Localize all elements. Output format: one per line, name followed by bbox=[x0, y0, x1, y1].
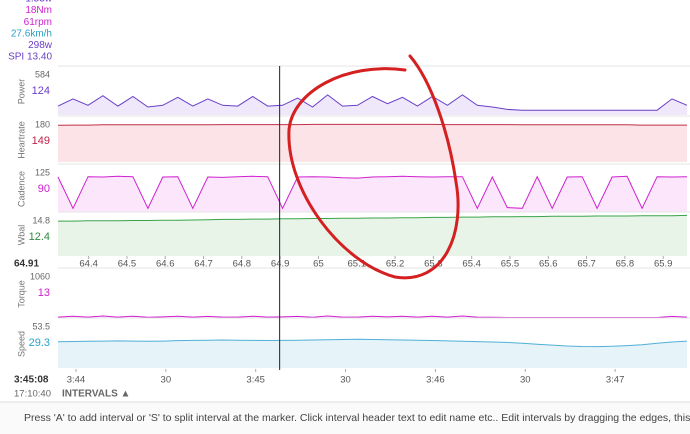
series-line bbox=[57, 175, 688, 210]
distance-tick-label: 65.9 bbox=[654, 259, 673, 270]
panel-current: 29.3 bbox=[29, 337, 50, 349]
series-area bbox=[58, 176, 687, 212]
readout-value: 61rpm bbox=[24, 17, 52, 28]
panel-max: 180 bbox=[35, 119, 50, 129]
distance-current: 64.91 bbox=[14, 259, 39, 270]
readout-value: 18Nm bbox=[25, 5, 52, 16]
series-line bbox=[58, 214, 688, 222]
distance-tick-label: 65 bbox=[313, 259, 324, 270]
time-current: 3:45:08 bbox=[14, 375, 49, 386]
series-line bbox=[57, 338, 688, 348]
panel-name: Cadence bbox=[16, 171, 26, 207]
panel-max: 14.8 bbox=[32, 215, 50, 225]
time-tick-label: 30 bbox=[520, 375, 531, 386]
distance-tick-label: 65.7 bbox=[577, 259, 596, 270]
series-area bbox=[58, 339, 687, 368]
readout-value: 27.6km/h bbox=[11, 28, 52, 39]
time-tick-label: 3:46 bbox=[426, 375, 445, 386]
time-tick-label: 3:44 bbox=[67, 375, 86, 386]
distance-tick-label: 64.7 bbox=[194, 259, 213, 270]
series-area bbox=[58, 94, 687, 115]
time-tick-label: 30 bbox=[161, 375, 172, 386]
distance-tick-label: 65.6 bbox=[539, 259, 558, 270]
time-tick-label: 30 bbox=[340, 375, 351, 386]
panel-max: 53.5 bbox=[32, 321, 50, 331]
distance-tick-label: 65.8 bbox=[616, 259, 635, 270]
distance-tick-label: 64.9 bbox=[271, 259, 290, 270]
time-tick-label: 3:47 bbox=[606, 375, 625, 386]
distance-tick-label: 64.4 bbox=[79, 259, 98, 270]
series-area bbox=[58, 215, 687, 256]
series-line bbox=[57, 123, 687, 126]
distance-tick-label: 65.4 bbox=[462, 259, 481, 270]
series-line bbox=[57, 94, 688, 111]
panel-max: 125 bbox=[35, 167, 50, 177]
panel-current: 12.4 bbox=[29, 231, 50, 243]
readout-value: 298w bbox=[28, 40, 53, 51]
panel-max: 1060 bbox=[30, 271, 50, 281]
panel-name: Torque bbox=[16, 280, 26, 308]
help-text: Press 'A' to add interval or 'S' to spli… bbox=[24, 412, 690, 424]
footer-band bbox=[0, 402, 690, 434]
panel-current: 13 bbox=[38, 287, 50, 299]
panel-current: 124 bbox=[32, 85, 50, 97]
distance-tick-label: 64.6 bbox=[156, 259, 175, 270]
panel-name: Heartrate bbox=[16, 121, 26, 159]
annotation-circle bbox=[287, 54, 460, 280]
panel-current: 90 bbox=[38, 183, 50, 195]
time-tick-label: 3:45 bbox=[246, 375, 265, 386]
distance-tick-label: 64.8 bbox=[233, 259, 252, 270]
distance-tick-label: 64.5 bbox=[118, 259, 137, 270]
distance-tick-label: 65.2 bbox=[386, 259, 405, 270]
distance-tick-label: 65.5 bbox=[501, 259, 520, 270]
readout-value: SPI 13.40 bbox=[8, 52, 52, 63]
panel-name: Power bbox=[16, 79, 26, 105]
readout-value: 1.53w bbox=[25, 0, 52, 5]
panel-current: 149 bbox=[32, 135, 50, 147]
distance-tick-label: 65.1 bbox=[348, 259, 367, 270]
clock-time: 17:10:40 bbox=[14, 389, 51, 400]
panel-max: 584 bbox=[35, 69, 50, 79]
panel-name: Speed bbox=[16, 331, 26, 357]
intervals-toggle[interactable]: INTERVALS ▲ bbox=[62, 389, 130, 400]
distance-tick-label: 65.3 bbox=[424, 259, 443, 270]
panel-name: Wbal bbox=[16, 225, 26, 246]
series-area bbox=[58, 124, 687, 162]
